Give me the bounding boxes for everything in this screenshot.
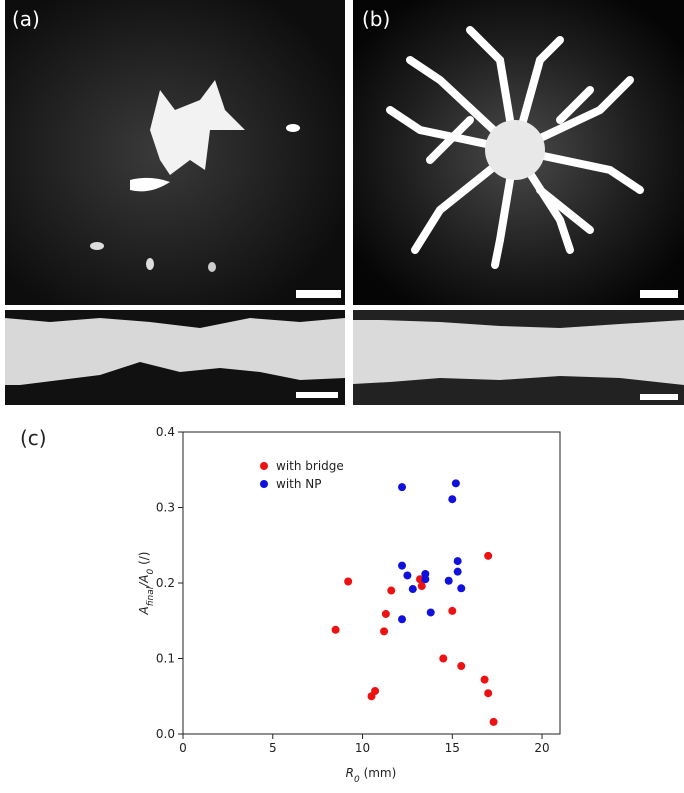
legend-marker: [260, 480, 268, 488]
legend-marker: [260, 462, 268, 470]
point: [457, 662, 466, 671]
point: [484, 689, 493, 698]
label-part: (/): [137, 552, 151, 569]
panel-label: (a): [12, 7, 40, 31]
image-b: [353, 0, 684, 305]
point: [480, 675, 489, 684]
x-tick-label: 15: [445, 741, 460, 755]
point: [331, 625, 340, 634]
point: [439, 654, 448, 663]
label-part: (mm): [360, 766, 397, 780]
point: [426, 608, 435, 617]
y-tick-label: 0.1: [156, 652, 175, 666]
point: [453, 557, 462, 566]
point: [387, 586, 396, 595]
point: [448, 495, 457, 504]
point: [381, 609, 390, 618]
x-tick-label: 20: [534, 741, 549, 755]
point: [371, 686, 380, 695]
point: [448, 606, 457, 615]
label-part: /A: [137, 574, 151, 587]
legend-label: with NP: [276, 477, 322, 491]
point: [380, 627, 389, 636]
point: [398, 561, 407, 570]
point: [344, 577, 353, 586]
image-a-side: [5, 310, 345, 405]
point: [457, 584, 466, 593]
point: [403, 571, 412, 580]
y-tick-label: 0.3: [156, 501, 175, 515]
point: [417, 582, 426, 591]
x-tick-label: 5: [269, 741, 277, 755]
legend-box: [247, 454, 359, 496]
legend-label: with bridge: [276, 459, 344, 473]
image-b-side: [353, 310, 684, 405]
label-part: R: [346, 766, 354, 780]
y-tick-label: 0.4: [156, 425, 175, 439]
point: [489, 717, 498, 726]
point: [451, 479, 460, 488]
y-tick-label: 0.0: [156, 727, 175, 741]
panel-label: (c): [20, 426, 47, 450]
x-tick-label: 10: [355, 741, 370, 755]
point: [453, 567, 462, 576]
point: [408, 585, 417, 594]
point: [444, 576, 453, 585]
y-tick-label: 0.2: [156, 576, 175, 590]
label-part: A: [137, 606, 151, 615]
image-a: [5, 0, 345, 305]
y-axis-label: Afinal/A0 (/): [137, 552, 156, 616]
point: [398, 615, 407, 624]
point: [484, 551, 493, 560]
point: [421, 569, 430, 578]
x-tick-label: 0: [179, 741, 187, 755]
point: [398, 483, 407, 492]
panel-label: (b): [362, 7, 390, 31]
plot-frame: [182, 431, 561, 735]
label-part: 0: [146, 568, 156, 574]
label-part: final: [146, 586, 156, 606]
label-part: 0: [354, 775, 360, 785]
x-axis-label: R0 (mm): [346, 766, 397, 785]
